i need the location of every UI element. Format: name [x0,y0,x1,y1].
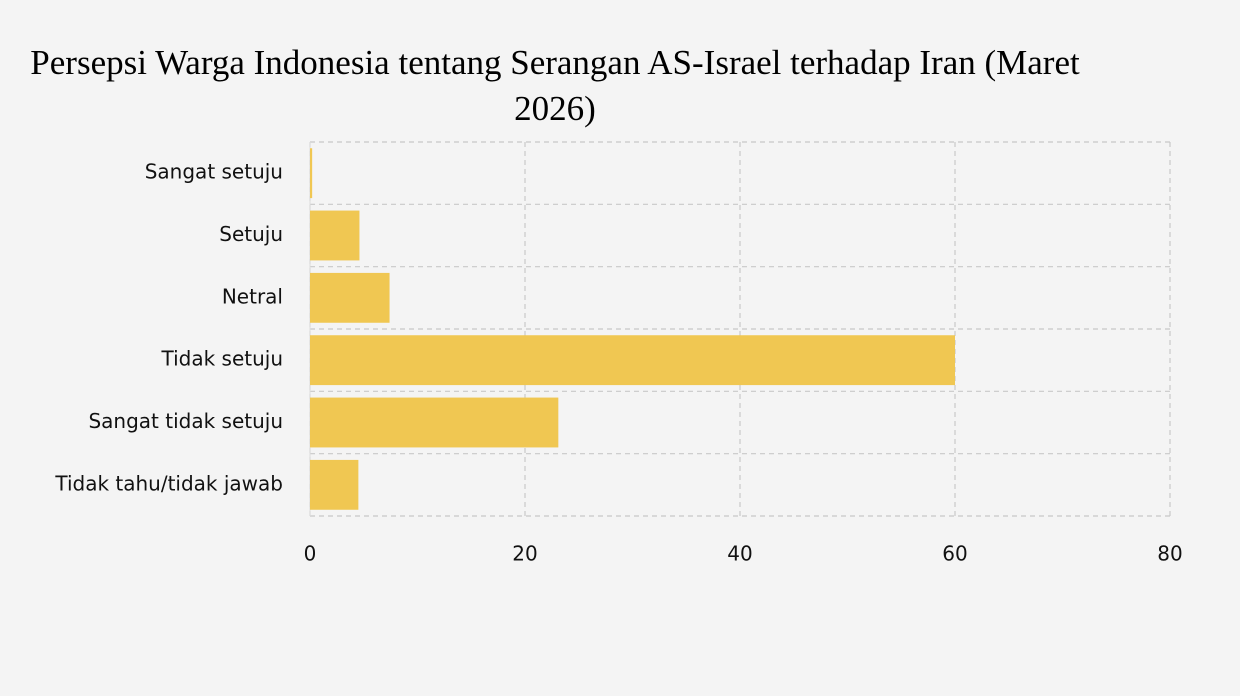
y-tick-label: Setuju [219,222,283,246]
x-tick-label: 20 [512,542,537,566]
bar [310,459,359,510]
bar [310,335,955,386]
bar [310,397,559,448]
x-tick-label: 80 [1157,542,1182,566]
bar [310,148,313,199]
x-tick-label: 40 [727,542,752,566]
y-tick-label: Netral [222,284,283,308]
x-tick-label: 60 [942,542,967,566]
bar [310,272,390,323]
y-tick-label: Sangat setuju [145,160,283,184]
chart-title: Persepsi Warga Indonesia tentang Seranga… [30,43,1080,128]
y-tick-label: Tidak tahu/tidak jawab [54,471,283,495]
x-tick-label: 0 [304,542,317,566]
y-tick-label: Tidak setuju [160,347,283,371]
bar [310,210,360,261]
y-tick-label: Sangat tidak setuju [88,409,283,433]
